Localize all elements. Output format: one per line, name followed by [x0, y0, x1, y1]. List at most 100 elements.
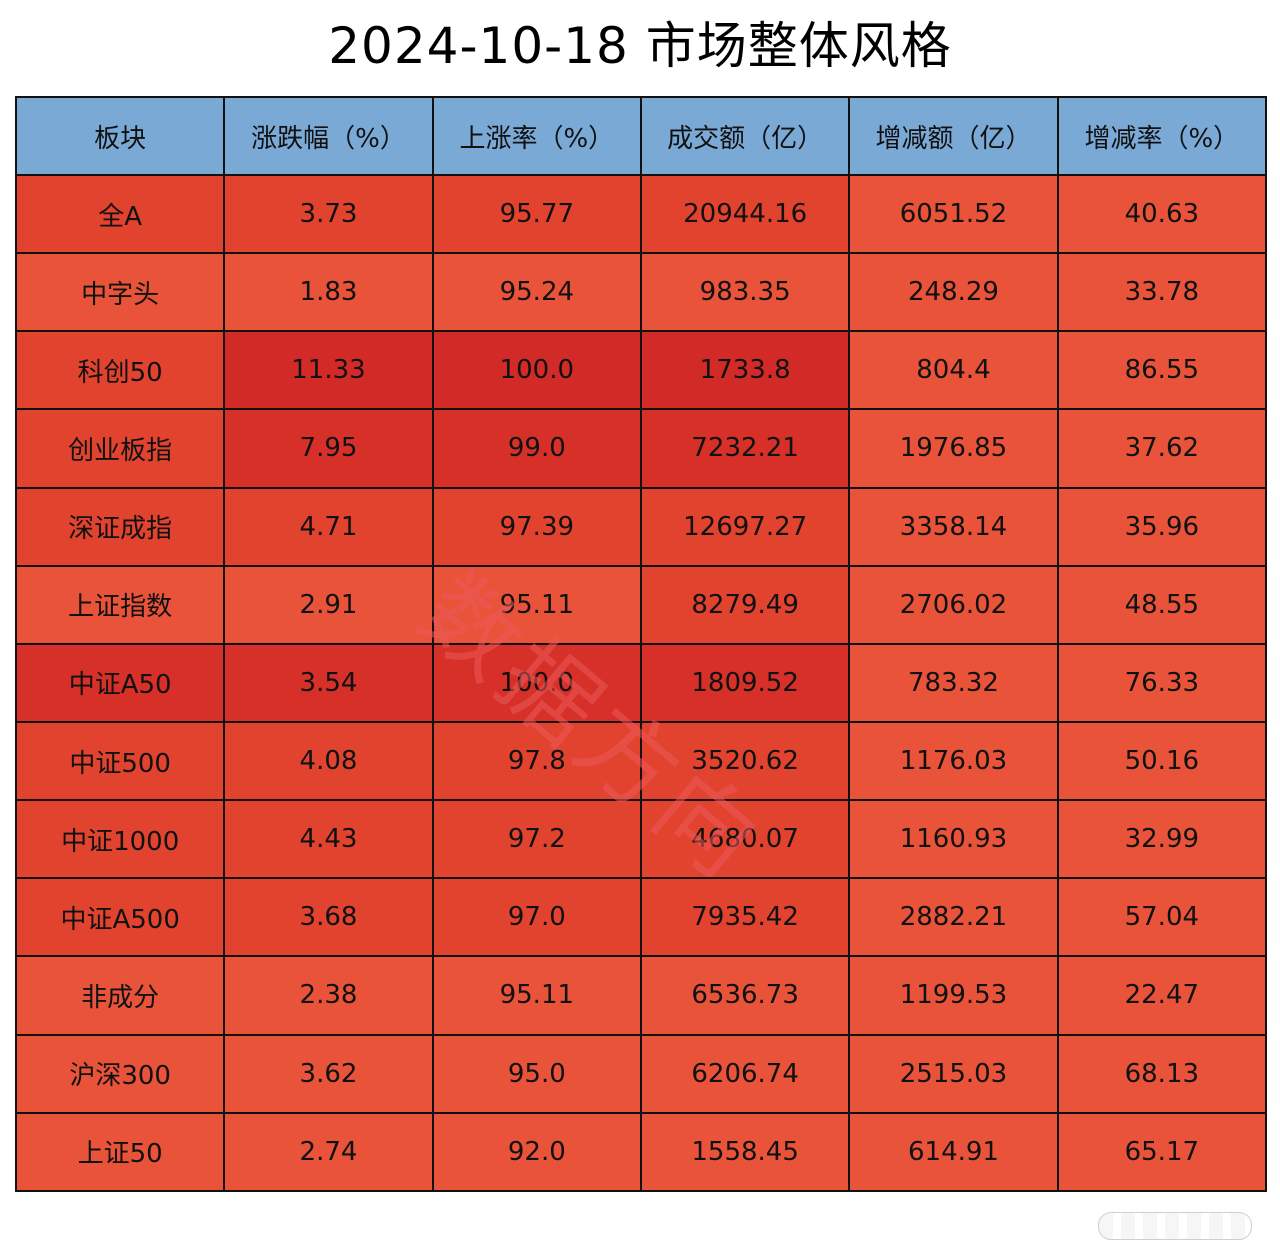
table-header-row: 板块 涨跌幅（%） 上涨率（%） 成交额（亿） 增减额（亿） 增减率（%）: [14, 96, 1268, 176]
turnover-cell: 7935.42: [639, 877, 851, 958]
delta-rate-cell: 57.04: [1056, 877, 1268, 958]
market-style-table: 板块 涨跌幅（%） 上涨率（%） 成交额（亿） 增减额（亿） 增减率（%） 全A…: [14, 96, 1268, 1193]
turnover-cell: 1558.45: [639, 1111, 851, 1193]
row-label-cell: 中证A50: [14, 642, 226, 723]
table-row: 上证指数 2.91 95.11 8279.49 2706.02 48.55: [14, 564, 1268, 645]
change-cell: 3.73: [223, 173, 434, 255]
delta-rate-cell: 32.99: [1056, 799, 1268, 880]
column-header: 上涨率（%）: [431, 96, 642, 176]
turnover-cell: 8279.49: [639, 564, 851, 645]
row-label-cell: 上证指数: [14, 564, 226, 645]
up-rate-cell: 92.0: [431, 1111, 642, 1193]
table-row: 中证A50 3.54 100.0 1809.52 783.32 76.33: [14, 642, 1268, 723]
change-cell: 11.33: [223, 330, 434, 411]
row-label-cell: 沪深300: [14, 1033, 226, 1114]
up-rate-cell: 95.11: [431, 564, 642, 645]
delta-cell: 2882.21: [848, 877, 1059, 958]
page-title: 2024-10-18 市场整体风格: [328, 17, 952, 75]
turnover-cell: 1809.52: [639, 642, 851, 723]
delta-cell: 783.32: [848, 642, 1059, 723]
turnover-cell: 20944.16: [639, 173, 851, 255]
table-row: 中证A500 3.68 97.0 7935.42 2882.21 57.04: [14, 877, 1268, 958]
up-rate-cell: 100.0: [431, 642, 642, 723]
delta-rate-cell: 35.96: [1056, 486, 1268, 567]
delta-cell: 3358.14: [848, 486, 1059, 567]
column-header: 板块: [14, 96, 226, 176]
turnover-cell: 12697.27: [639, 486, 851, 567]
up-rate-cell: 95.77: [431, 173, 642, 255]
change-cell: 4.71: [223, 486, 434, 567]
table-body: 全A 3.73 95.77 20944.16 6051.52 40.63 中字头 1.83 95…: [14, 173, 1268, 1193]
change-cell: 2.74: [223, 1111, 434, 1193]
delta-rate-cell: 33.78: [1056, 252, 1268, 333]
row-label-cell: 中证500: [14, 720, 226, 802]
up-rate-cell: 97.8: [431, 720, 642, 802]
up-rate-cell: 99.0: [431, 408, 642, 489]
change-cell: 2.38: [223, 955, 434, 1036]
delta-rate-cell: 86.55: [1056, 330, 1268, 411]
delta-cell: 1160.93: [848, 799, 1059, 880]
delta-cell: 804.4: [848, 330, 1059, 411]
delta-rate-cell: 48.55: [1056, 564, 1268, 645]
row-label-cell: 中证1000: [14, 799, 226, 880]
up-rate-cell: 95.0: [431, 1033, 642, 1114]
delta-cell: 1199.53: [848, 955, 1059, 1036]
delta-rate-cell: 40.63: [1056, 173, 1268, 255]
table-row: 深证成指 4.71 97.39 12697.27 3358.14 35.96: [14, 486, 1268, 567]
up-rate-cell: 95.11: [431, 955, 642, 1036]
delta-rate-cell: 37.62: [1056, 408, 1268, 489]
delta-cell: 2515.03: [848, 1033, 1059, 1114]
row-label-cell: 中证A500: [14, 877, 226, 958]
turnover-cell: 983.35: [639, 252, 851, 333]
row-label-cell: 中字头: [14, 252, 226, 333]
up-rate-cell: 97.2: [431, 799, 642, 880]
turnover-cell: 3520.62: [639, 720, 851, 802]
column-header: 成交额（亿）: [639, 96, 851, 176]
delta-cell: 6051.52: [848, 173, 1059, 255]
change-cell: 3.68: [223, 877, 434, 958]
row-label-cell: 科创50: [14, 330, 226, 411]
delta-rate-cell: 65.17: [1056, 1111, 1268, 1193]
table-row: 创业板指 7.95 99.0 7232.21 1976.85 37.62: [14, 408, 1268, 489]
table-row: 沪深300 3.62 95.0 6206.74 2515.03 68.13: [14, 1033, 1268, 1114]
column-header: 增减额（亿）: [848, 96, 1059, 176]
change-cell: 4.08: [223, 720, 434, 802]
row-label-cell: 非成分: [14, 955, 226, 1036]
table-row: 非成分 2.38 95.11 6536.73 1199.53 22.47: [14, 955, 1268, 1036]
change-cell: 1.83: [223, 252, 434, 333]
delta-rate-cell: 68.13: [1056, 1033, 1268, 1114]
delta-cell: 2706.02: [848, 564, 1059, 645]
turnover-cell: 6206.74: [639, 1033, 851, 1114]
row-label-cell: 上证50: [14, 1111, 226, 1193]
delta-rate-cell: 76.33: [1056, 642, 1268, 723]
delta-cell: 248.29: [848, 252, 1059, 333]
row-label-cell: 深证成指: [14, 486, 226, 567]
table-row: 中字头 1.83 95.24 983.35 248.29 33.78: [14, 252, 1268, 333]
row-label-cell: 创业板指: [14, 408, 226, 489]
column-header: 增减率（%）: [1056, 96, 1268, 176]
delta-cell: 1176.03: [848, 720, 1059, 802]
row-label-cell: 全A: [14, 173, 226, 255]
table-row: 中证500 4.08 97.8 3520.62 1176.03 50.16: [14, 720, 1268, 802]
delta-cell: 614.91: [848, 1111, 1059, 1193]
up-rate-cell: 97.39: [431, 486, 642, 567]
table-row: 中证1000 4.43 97.2 4680.07 1160.93 32.99: [14, 799, 1268, 880]
turnover-cell: 6536.73: [639, 955, 851, 1036]
turnover-cell: 4680.07: [639, 799, 851, 880]
table-row: 上证50 2.74 92.0 1558.45 614.91 65.17: [14, 1111, 1268, 1193]
delta-rate-cell: 22.47: [1056, 955, 1268, 1036]
up-rate-cell: 95.24: [431, 252, 642, 333]
up-rate-cell: 97.0: [431, 877, 642, 958]
change-cell: 3.54: [223, 642, 434, 723]
column-header: 涨跌幅（%）: [223, 96, 434, 176]
corner-decoration: [1098, 1212, 1252, 1240]
up-rate-cell: 100.0: [431, 330, 642, 411]
turnover-cell: 7232.21: [639, 408, 851, 489]
delta-rate-cell: 50.16: [1056, 720, 1268, 802]
change-cell: 2.91: [223, 564, 434, 645]
change-cell: 7.95: [223, 408, 434, 489]
change-cell: 3.62: [223, 1033, 434, 1114]
table-row: 科创50 11.33 100.0 1733.8 804.4 86.55: [14, 330, 1268, 411]
table-row: 全A 3.73 95.77 20944.16 6051.52 40.63: [14, 173, 1268, 255]
delta-cell: 1976.85: [848, 408, 1059, 489]
